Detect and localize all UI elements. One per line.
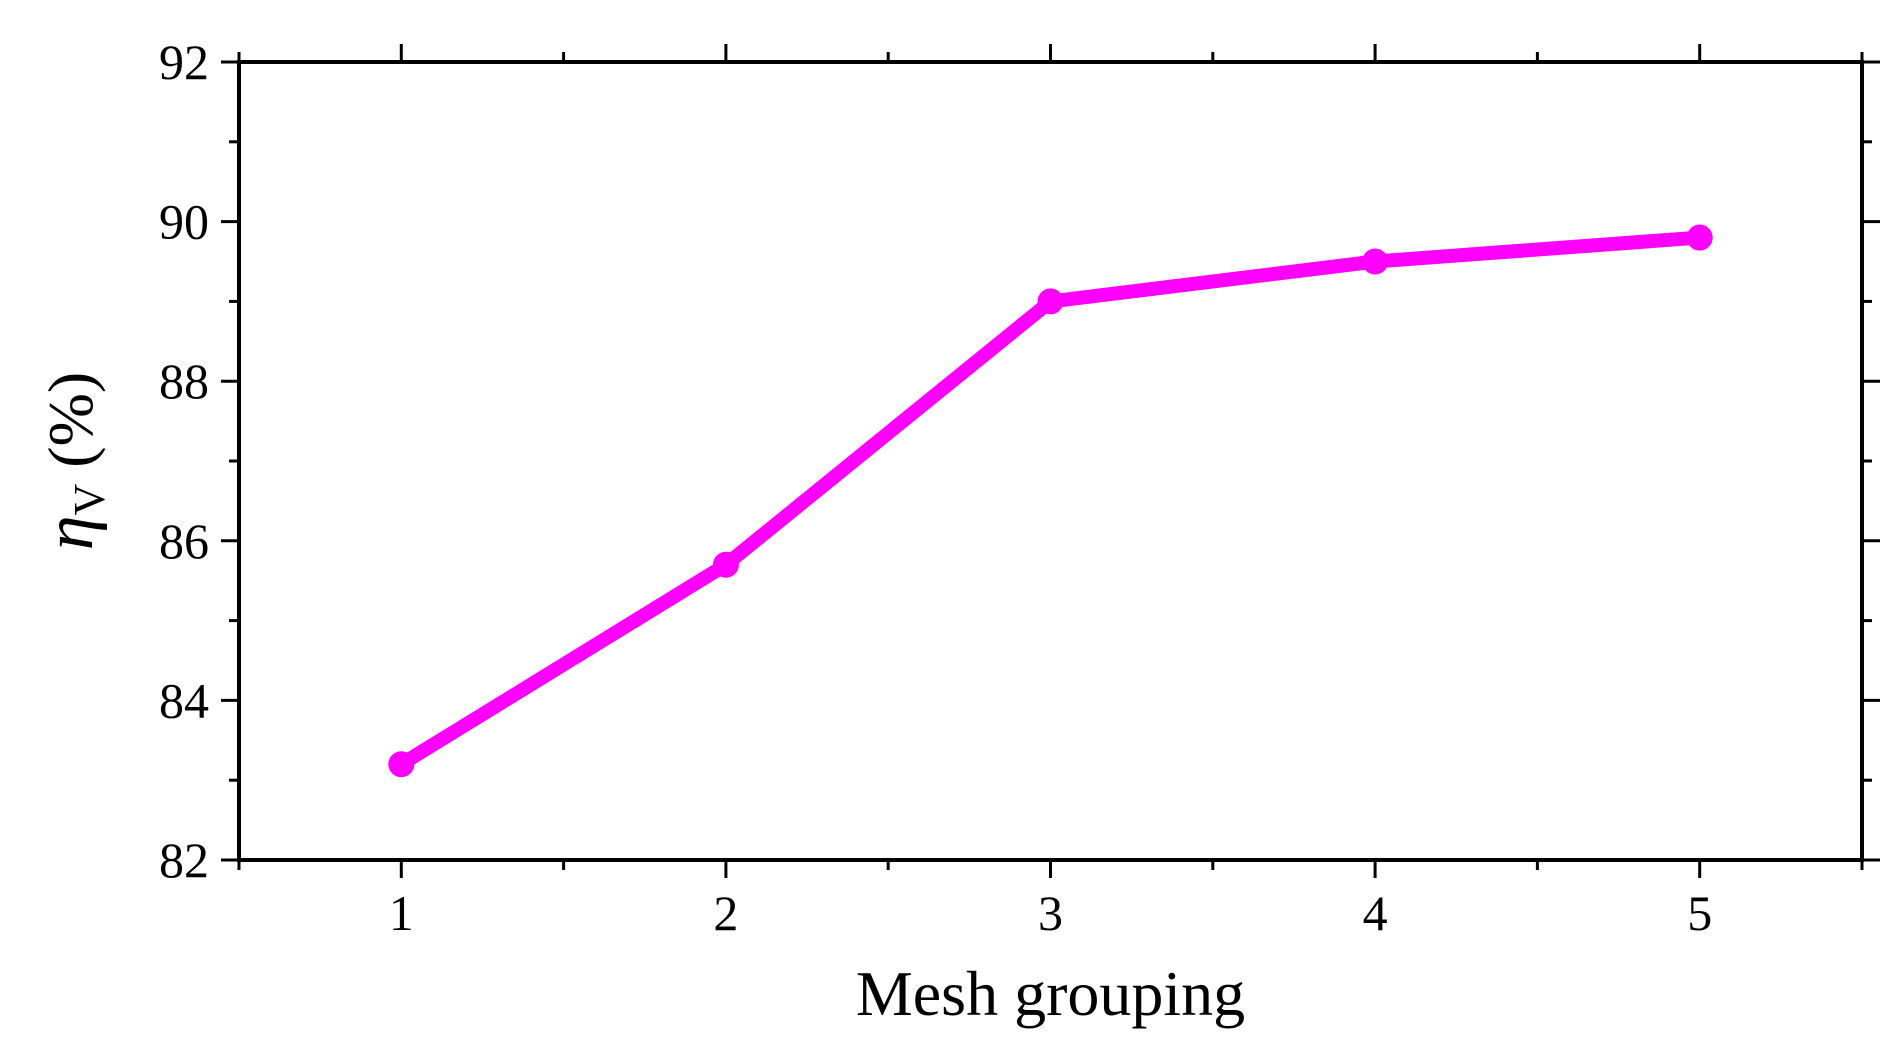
y-tick-label: 88 <box>159 353 209 409</box>
y-axis-title-unit: (%) <box>35 372 106 484</box>
series-line <box>394 230 1707 772</box>
x-tick-label: 1 <box>389 885 414 941</box>
y-axis-title-symbol: η <box>31 515 108 550</box>
data-point <box>1686 224 1713 251</box>
y-tick-label: 84 <box>159 672 209 728</box>
x-axis-title: Mesh grouping <box>856 958 1245 1029</box>
tick-labels: 1 2 3 4 5 82 84 86 88 90 92 <box>159 34 1712 941</box>
series-layer <box>388 224 1713 778</box>
x-tick-label: 4 <box>1363 885 1388 941</box>
x-tick-label: 2 <box>713 885 738 941</box>
data-point <box>712 551 739 578</box>
y-axis-title: ηV (%) <box>31 372 114 550</box>
data-point <box>388 751 415 778</box>
plot-area-frame <box>237 60 1864 862</box>
y-tick-label: 82 <box>159 832 209 888</box>
y-axis-title-subscript: V <box>65 483 114 515</box>
ticks-layer <box>221 44 1880 878</box>
data-point <box>1037 288 1064 315</box>
x-tick-label: 3 <box>1038 885 1063 941</box>
y-tick-label: 90 <box>159 194 209 250</box>
y-tick-label: 86 <box>159 513 209 569</box>
data-point <box>1362 248 1389 275</box>
y-tick-label: 92 <box>159 34 209 90</box>
x-tick-label: 5 <box>1687 885 1712 941</box>
